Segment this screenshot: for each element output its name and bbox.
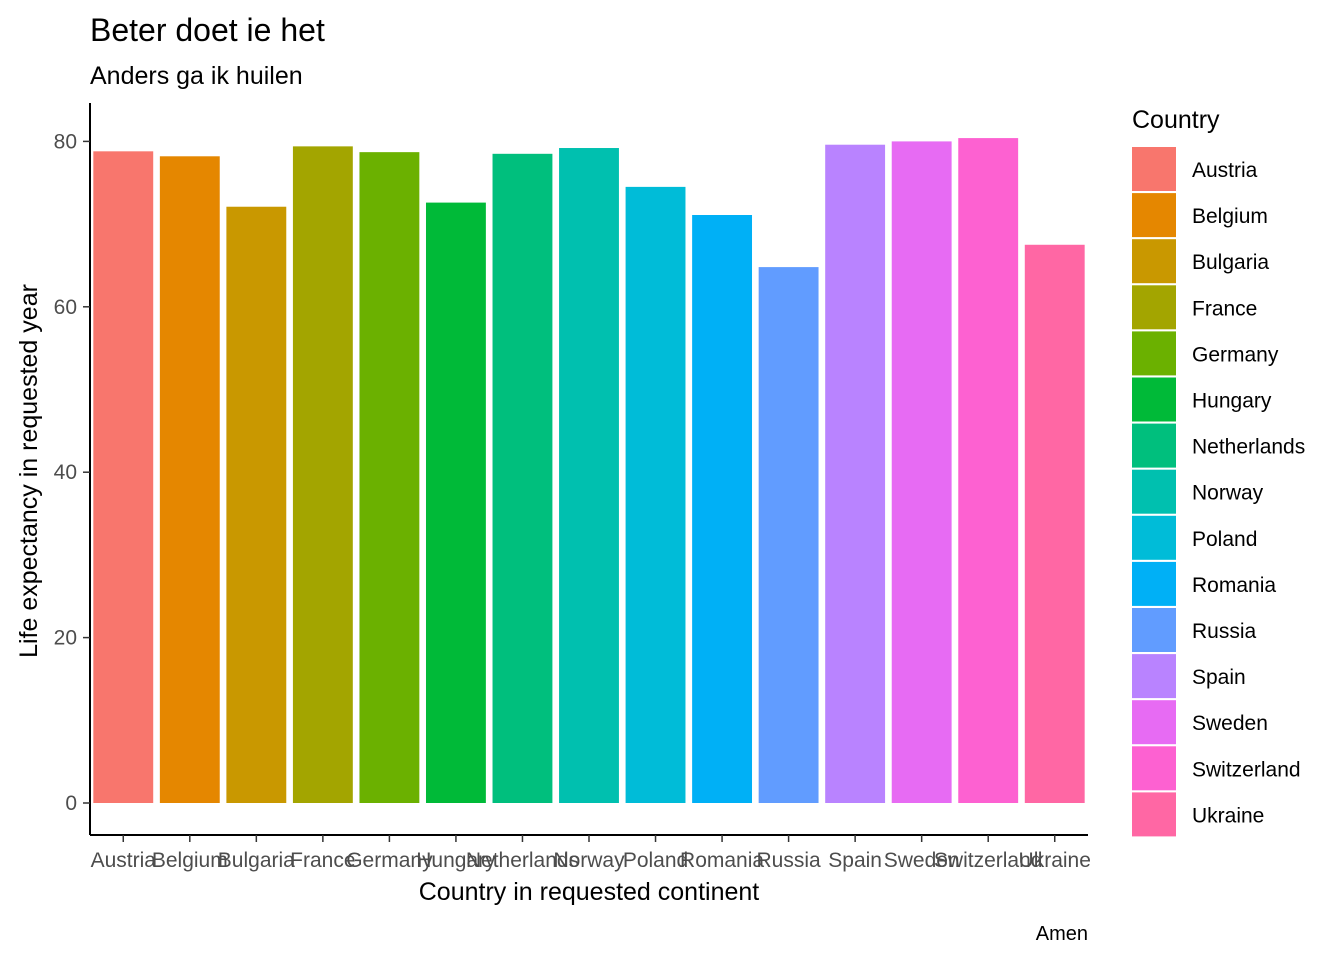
legend-label: Switzerland — [1192, 758, 1301, 781]
x-tick-label: Norway — [553, 849, 625, 872]
legend-label: Poland — [1192, 528, 1257, 551]
legend-items: Austria Belgium Bulgaria France Germany Hunga… — [1132, 147, 1305, 837]
x-tick-label: Austria — [91, 849, 157, 872]
legend-key-switzerland — [1132, 746, 1176, 791]
x-tick-label: Bulgaria — [218, 849, 295, 872]
x-tick-label: Russia — [756, 849, 821, 872]
legend-label: Sweden — [1192, 712, 1268, 735]
legend-key-ukraine — [1132, 792, 1176, 837]
legend-key-sweden — [1132, 700, 1176, 745]
legend-key-bulgaria — [1132, 239, 1176, 284]
legend-label: Bulgaria — [1192, 251, 1269, 274]
legend-label: Germany — [1192, 343, 1279, 366]
y-axis-title: Life expectancy in requested year — [15, 284, 43, 658]
legend-label: Spain — [1192, 666, 1246, 689]
y-tick-label: 80 — [54, 130, 77, 153]
x-tick-label: Netherlands — [466, 849, 579, 872]
bar-sweden — [891, 141, 952, 803]
legend-key-belgium — [1132, 193, 1176, 238]
bar-austria — [93, 151, 154, 803]
bar-ukraine — [1024, 244, 1085, 803]
bar-netherlands — [492, 153, 553, 803]
chart-caption: Amen — [1036, 923, 1088, 945]
bar-poland — [625, 186, 686, 803]
bars-group — [93, 138, 1085, 804]
legend-label: Hungary — [1192, 390, 1272, 413]
y-tick-label: 0 — [65, 792, 77, 815]
x-tick-label: Romania — [680, 849, 764, 872]
x-axis: AustriaBelgiumBulgariaFranceGermanyHunga… — [91, 835, 1091, 872]
bar-russia — [758, 267, 819, 804]
y-axis: 0 20 40 60 80 — [54, 130, 90, 815]
x-tick-label: Poland — [623, 849, 688, 872]
legend-label: Norway — [1192, 482, 1264, 505]
chart-title: Beter doet ie het — [90, 12, 325, 48]
bar-hungary — [425, 202, 486, 804]
x-tick-label: Ukraine — [1019, 849, 1091, 872]
legend-label: Ukraine — [1192, 804, 1264, 827]
x-tick-label: Spain — [828, 849, 882, 872]
legend-key-hungary — [1132, 377, 1176, 422]
bar-germany — [359, 152, 420, 803]
bar-bulgaria — [226, 206, 287, 804]
x-tick-label: Switzerland — [934, 849, 1043, 872]
y-tick-label: 20 — [54, 627, 77, 650]
bar-belgium — [159, 156, 220, 804]
legend-label: Netherlands — [1192, 436, 1305, 459]
legend-key-russia — [1132, 608, 1176, 652]
legend-key-romania — [1132, 561, 1176, 606]
legend-label: Belgium — [1192, 205, 1268, 228]
legend-key-france — [1132, 285, 1176, 330]
legend-key-norway — [1132, 469, 1176, 514]
x-tick-label: Hungary — [416, 849, 496, 872]
legend-label: Romania — [1192, 574, 1276, 597]
x-axis-title: Country in requested continent — [419, 878, 760, 906]
bar-spain — [825, 144, 886, 803]
legend-label: Russia — [1192, 620, 1257, 643]
x-tick-label: France — [290, 849, 355, 872]
x-tick-label: Germany — [346, 849, 433, 872]
bar-france — [292, 146, 353, 804]
y-tick-label: 60 — [54, 296, 77, 319]
legend-key-poland — [1132, 515, 1176, 560]
legend-label: Austria — [1192, 159, 1258, 182]
y-tick-label: 40 — [54, 461, 77, 484]
chart-subtitle: Anders ga ik huilen — [90, 62, 303, 90]
legend-key-austria — [1132, 147, 1176, 191]
legend: Country Austria Belgium Bulgaria France Germ… — [1132, 106, 1305, 837]
bar-norway — [559, 148, 619, 803]
x-tick-label: Belgium — [152, 849, 228, 872]
legend-key-spain — [1132, 654, 1176, 699]
legend-label: France — [1192, 297, 1257, 320]
bar-switzerland — [958, 138, 1019, 804]
legend-key-netherlands — [1132, 423, 1176, 468]
legend-title: Country — [1132, 106, 1220, 134]
legend-key-germany — [1132, 331, 1176, 376]
bar-romania — [692, 215, 753, 803]
x-tick-label: Sweden — [884, 849, 960, 872]
